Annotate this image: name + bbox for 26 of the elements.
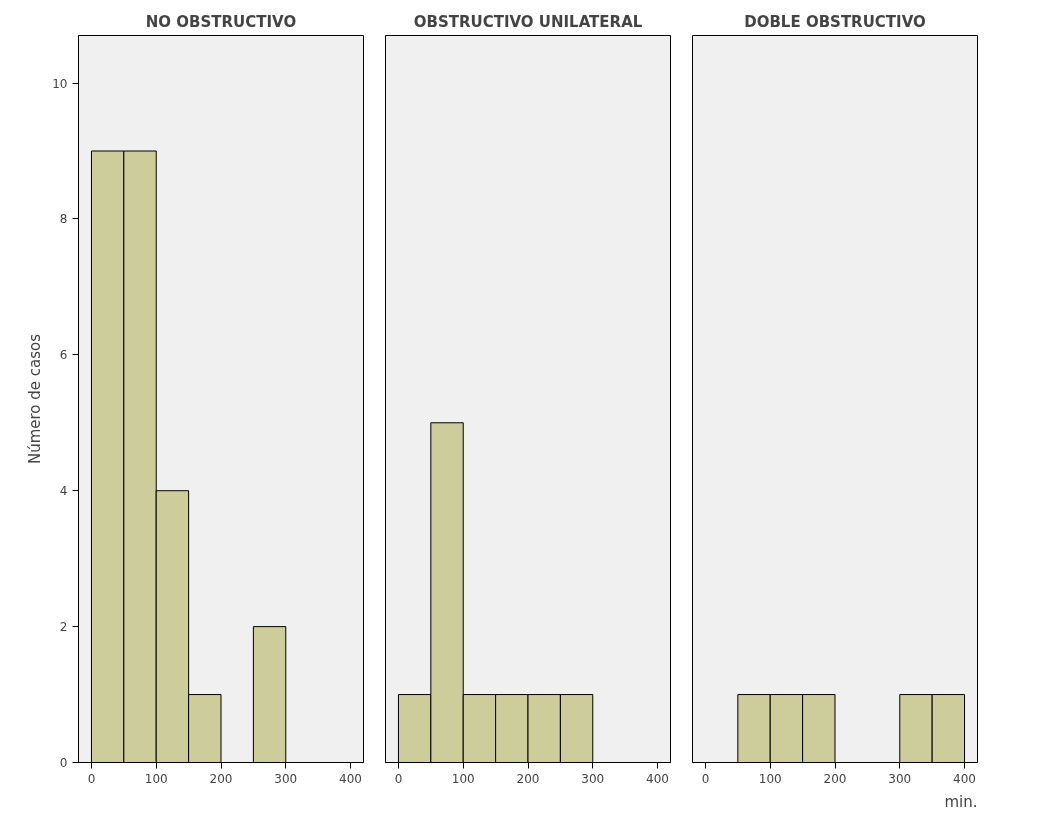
y-tick-label: 8 — [59, 212, 68, 227]
x-tick-label: 100 — [758, 771, 782, 786]
x-tick-label: 100 — [144, 771, 168, 786]
x-tick-label: 400 — [339, 771, 362, 786]
x-axis-title: min. — [944, 792, 978, 811]
chart-title: NO OBSTRUCTIVO — [145, 12, 297, 31]
chart-title: OBSTRUCTIVO UNILATERAL — [413, 12, 643, 31]
chart-title: DOBLE OBSTRUCTIVO — [744, 12, 926, 31]
x-tick-label: 300 — [274, 771, 298, 786]
x-tick-label: 200 — [823, 771, 847, 786]
y-axis-title: Número de casos — [26, 333, 45, 465]
x-tick-label: 0 — [87, 771, 96, 786]
x-tick-label: 0 — [394, 771, 403, 786]
y-tick-label: 4 — [59, 484, 68, 499]
x-tick-label: 400 — [953, 771, 976, 786]
y-tick-label: 10 — [52, 76, 68, 91]
x-tick-label: 400 — [646, 771, 669, 786]
x-tick-label: 0 — [701, 771, 710, 786]
x-tick-label: 100 — [451, 771, 475, 786]
x-tick-label: 200 — [209, 771, 233, 786]
x-tick-label: 200 — [516, 771, 540, 786]
x-tick-label: 300 — [888, 771, 912, 786]
y-tick-label: 0 — [59, 756, 68, 770]
y-tick-label: 2 — [59, 620, 68, 635]
y-tick-label: 6 — [59, 348, 68, 363]
x-tick-label: 300 — [581, 771, 605, 786]
